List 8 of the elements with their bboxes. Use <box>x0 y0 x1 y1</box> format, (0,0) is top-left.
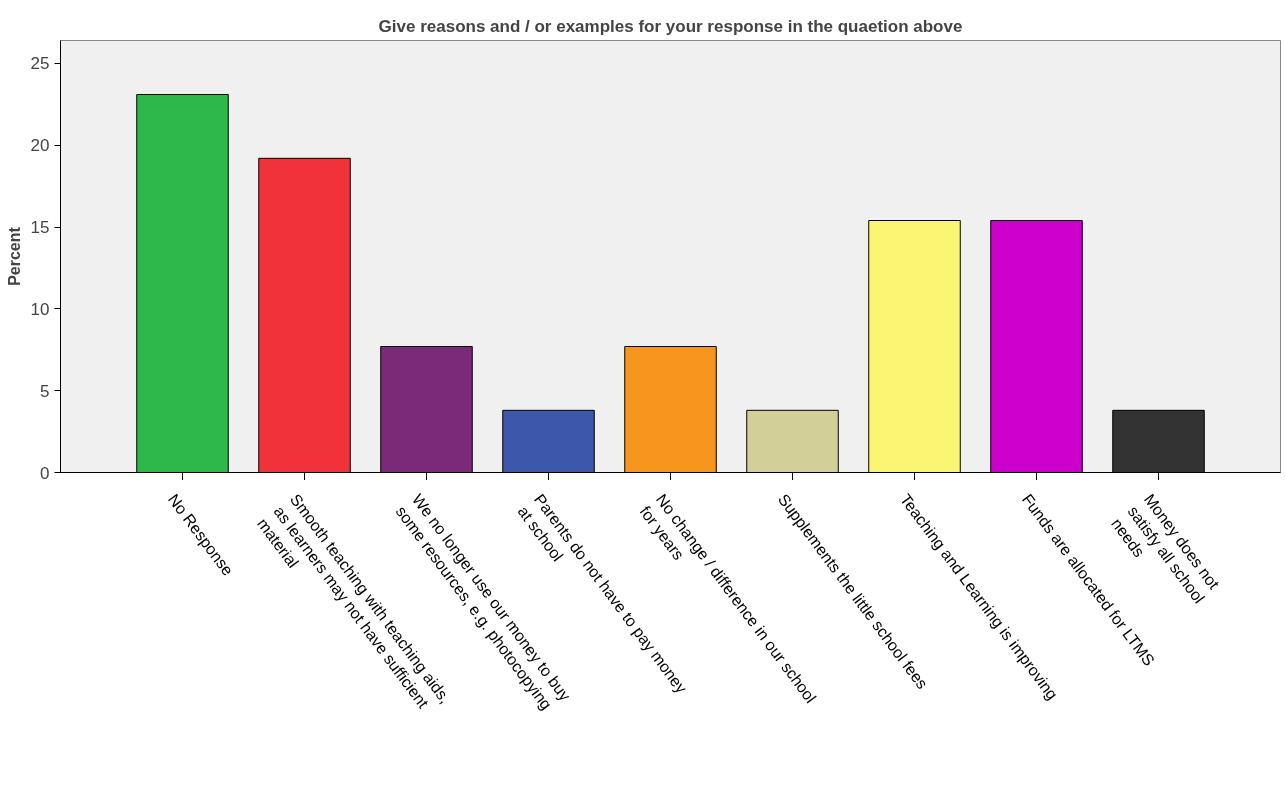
y-tick-label: 15 <box>30 218 50 238</box>
y-tick-label: 20 <box>30 136 50 156</box>
y-axis-title: Percent <box>5 226 23 286</box>
y-tick-label: 0 <box>40 463 50 483</box>
y-tick-label: 5 <box>40 381 50 401</box>
y-tick-label: 10 <box>30 299 50 319</box>
y-tick-label: 25 <box>30 54 50 74</box>
chart-title: Give reasons and / or examples for your response in the quaetion above <box>378 16 963 36</box>
